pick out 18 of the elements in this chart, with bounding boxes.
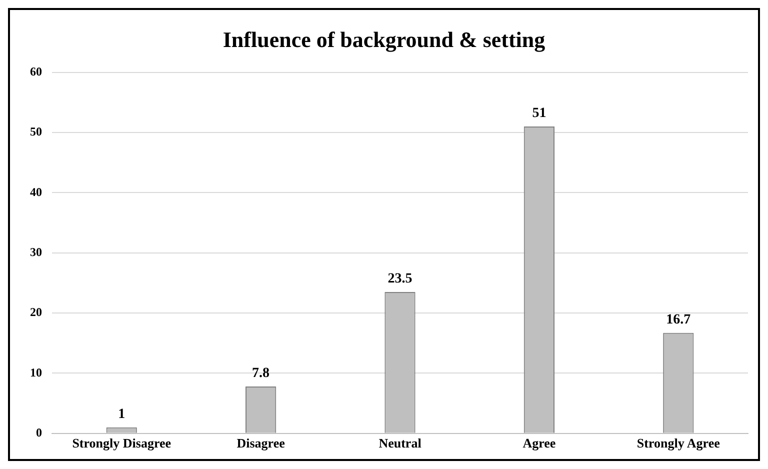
y-tick-label: 40 xyxy=(30,184,42,199)
data-label: 1 xyxy=(118,406,126,422)
x-tick-label: Agree xyxy=(522,436,556,451)
y-tick-label: 30 xyxy=(30,244,42,259)
x-tick-label: Neutral xyxy=(378,436,422,451)
y-tick-label: 20 xyxy=(30,305,42,320)
y-tick-label: 10 xyxy=(30,365,42,380)
y-tick-label: 50 xyxy=(30,124,42,139)
y-tick-label: 0 xyxy=(36,425,42,440)
x-tick-label: Disagree xyxy=(236,436,286,451)
data-label: 23.5 xyxy=(388,272,412,287)
x-tick-label: Strongly Disagree xyxy=(72,436,172,451)
chart-title: Influence of background & setting xyxy=(222,26,546,52)
y-tick-label: 60 xyxy=(30,64,42,78)
data-label: 51 xyxy=(532,106,546,122)
data-label: 16.7 xyxy=(666,312,691,328)
data-label: 7.8 xyxy=(252,366,270,382)
x-tick-label: Strongly Agree xyxy=(636,436,720,451)
